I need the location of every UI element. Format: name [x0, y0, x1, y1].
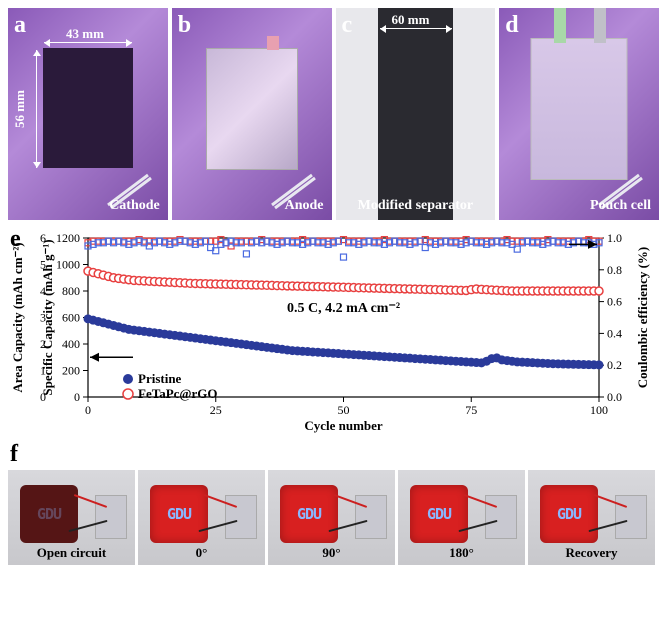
panel-c-label: c: [342, 12, 353, 39]
svg-text:0.5 C, 4.2 mA cm⁻²: 0.5 C, 4.2 mA cm⁻²: [287, 301, 400, 316]
svg-text:75: 75: [465, 403, 477, 417]
panel-c-caption: Modified separator: [358, 198, 473, 214]
panel-e-label: e: [10, 226, 21, 253]
svg-text:0: 0: [85, 403, 91, 417]
svg-text:1200: 1200: [56, 231, 80, 245]
panel-f-row: GDU Open circuit GDU 0° GDU 90° GDU 180° GDU Reco…: [8, 470, 659, 565]
svg-text:50: 50: [338, 403, 350, 417]
pouch-cell-small: [95, 495, 127, 539]
demo-caption: 0°: [196, 545, 208, 561]
svg-text:0.4: 0.4: [607, 326, 622, 340]
svg-text:200: 200: [62, 364, 80, 378]
demo-caption: 90°: [322, 545, 340, 561]
panel-row-abcd: a 43 mm 56 mm Cathode b Anode c 60 mm Mo…: [8, 8, 659, 220]
dim-arrow-height: [36, 50, 37, 168]
separator-dark-stripe: [378, 8, 454, 220]
led-text: GDU: [297, 505, 321, 523]
led-display: GDU: [410, 485, 468, 543]
demo-panel: GDU 90°: [268, 470, 395, 565]
panel-c: c 60 mm Modified separator: [336, 8, 496, 220]
led-display: GDU: [540, 485, 598, 543]
pouch-tab-left: [554, 8, 566, 43]
demo-caption: Recovery: [566, 545, 618, 561]
svg-text:0.6: 0.6: [607, 295, 622, 309]
pouch-tab-right: [594, 8, 606, 43]
pouch-cell-small: [225, 495, 257, 539]
panel-a: a 43 mm 56 mm Cathode: [8, 8, 168, 220]
separator-stripe: [453, 8, 495, 220]
dim-arrow-c-width: [380, 28, 452, 29]
demo-panel: GDU Recovery: [528, 470, 655, 565]
led-text: GDU: [557, 505, 581, 523]
pouch-cell-small: [615, 495, 647, 539]
separator-stripe: [336, 8, 378, 220]
pouch-cell-small: [355, 495, 387, 539]
svg-text:100: 100: [590, 403, 608, 417]
svg-text:Area Capacity (mAh cm⁻²): Area Capacity (mAh cm⁻²): [10, 242, 25, 392]
svg-text:Specific Capacity (mAh g⁻¹): Specific Capacity (mAh g⁻¹): [40, 239, 55, 395]
svg-text:Coulombic efficiency (%): Coulombic efficiency (%): [635, 247, 650, 389]
panel-f-label: f: [10, 441, 659, 468]
svg-text:0.0: 0.0: [607, 390, 622, 404]
led-text: GDU: [37, 505, 61, 523]
svg-text:0.8: 0.8: [607, 263, 622, 277]
demo-caption: 180°: [449, 545, 474, 561]
svg-text:Cycle number: Cycle number: [304, 418, 383, 433]
demo-panel: GDU Open circuit: [8, 470, 135, 565]
panel-d: d Pouch cell: [499, 8, 659, 220]
panel-e: e 02550751000200400600800100012000123456…: [8, 228, 659, 433]
led-text: GDU: [427, 505, 451, 523]
svg-text:Pristine: Pristine: [138, 371, 182, 386]
led-display: GDU: [20, 485, 78, 543]
panel-b: b Anode: [172, 8, 332, 220]
capacity-chart: 025507510002004006008001000120001234560.…: [8, 228, 659, 433]
panel-b-caption: Anode: [285, 198, 324, 214]
cathode-electrode: [43, 48, 133, 168]
demo-panel: GDU 0°: [138, 470, 265, 565]
panel-b-label: b: [178, 12, 191, 39]
pouch-cell: [531, 38, 628, 180]
svg-text:1.0: 1.0: [607, 231, 622, 245]
led-display: GDU: [280, 485, 338, 543]
figure-container: a 43 mm 56 mm Cathode b Anode c 60 mm Mo…: [8, 8, 659, 565]
svg-text:0.2: 0.2: [607, 358, 622, 372]
demo-caption: Open circuit: [37, 545, 106, 561]
anode-electrode: [206, 48, 298, 170]
panel-d-label: d: [505, 12, 518, 39]
demo-panel: GDU 180°: [398, 470, 525, 565]
panel-d-caption: Pouch cell: [590, 198, 651, 214]
svg-text:FeTaPc@rGO: FeTaPc@rGO: [138, 386, 218, 401]
panel-a-caption: Cathode: [109, 198, 160, 214]
svg-text:400: 400: [62, 337, 80, 351]
dim-height-label: 56 mm: [12, 90, 28, 128]
dim-arrow-width: [44, 42, 132, 43]
svg-text:1000: 1000: [56, 258, 80, 272]
anode-tab: [267, 36, 279, 50]
svg-text:600: 600: [62, 311, 80, 325]
pouch-cell-small: [485, 495, 517, 539]
led-display: GDU: [150, 485, 208, 543]
dim-width-label: 43 mm: [66, 26, 104, 42]
svg-text:0: 0: [74, 390, 80, 404]
svg-text:800: 800: [62, 284, 80, 298]
dim-c-width-label: 60 mm: [392, 12, 430, 28]
panel-a-label: a: [14, 12, 26, 39]
svg-text:25: 25: [210, 403, 222, 417]
led-text: GDU: [167, 505, 191, 523]
